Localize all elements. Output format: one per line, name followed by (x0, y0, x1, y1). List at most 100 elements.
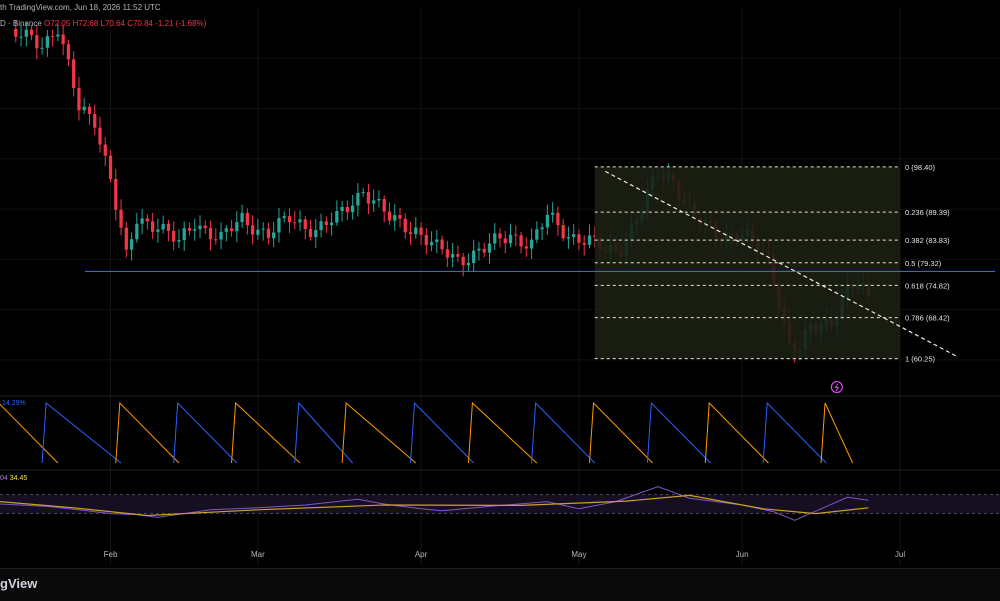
candle (66, 39, 71, 67)
candle (387, 202, 392, 225)
candle (361, 187, 365, 197)
candle (493, 223, 497, 250)
aroon-up-segment-10 (588, 401, 653, 464)
candle (45, 29, 49, 57)
candle (572, 224, 576, 245)
month-label-feb: Feb (104, 550, 118, 559)
candle (77, 76, 81, 121)
candle-body (72, 59, 76, 88)
candle (419, 221, 423, 245)
candle-body (382, 198, 386, 212)
candle-body (435, 239, 439, 243)
candle-body (166, 223, 171, 231)
candle-body (361, 192, 365, 194)
candle-body (277, 218, 281, 233)
candle-body (545, 214, 549, 228)
candle-body (351, 205, 355, 213)
alert-icon-bolt (834, 383, 840, 392)
candle (456, 245, 460, 263)
candle (135, 212, 139, 243)
time-axis: Feb Mar Apr May Jun Jul (104, 550, 906, 559)
candle (551, 202, 555, 223)
candle-body (208, 227, 213, 240)
candle (82, 98, 86, 115)
candle (545, 204, 549, 235)
candle-body (472, 250, 476, 264)
candle-body (466, 263, 471, 266)
candle (487, 233, 492, 264)
candle (72, 51, 76, 97)
aroon-down-segment-13 (762, 401, 827, 464)
candle-body (372, 200, 376, 204)
candle (93, 104, 97, 135)
candle-body (151, 221, 155, 232)
candle (235, 211, 239, 243)
candle-body (261, 228, 265, 230)
rsi-label-value: 34.45 (9, 475, 28, 482)
candle (498, 228, 502, 248)
candle-body (77, 87, 81, 111)
aroon-pane (0, 395, 1000, 464)
candle-body (529, 239, 534, 249)
candle-body (582, 242, 586, 245)
candle (324, 216, 328, 233)
candle (508, 223, 513, 248)
candle-body (329, 222, 334, 225)
candle (514, 225, 518, 247)
candle-body (572, 234, 576, 237)
candle-body (177, 240, 181, 242)
candle (335, 200, 339, 226)
candle-body (229, 228, 234, 232)
candle-body (540, 227, 544, 230)
candle-body (556, 212, 560, 226)
candle (461, 252, 465, 277)
rsi-band-fill (0, 494, 1000, 514)
candle (245, 208, 249, 235)
candle-body (524, 246, 528, 249)
candle-body (140, 218, 144, 224)
candle-body (335, 210, 339, 223)
aroon-up-segment-6 (341, 401, 417, 464)
candle (329, 212, 334, 236)
candle-body (414, 227, 418, 235)
candle (193, 218, 197, 241)
aroon-down-segment-7 (410, 401, 475, 464)
candle-body (287, 216, 292, 223)
candle-body (314, 230, 318, 238)
candle-body (482, 248, 486, 253)
candle-body (451, 253, 455, 258)
tradingview-logo[interactable]: gView (0, 576, 38, 591)
candle (556, 206, 560, 236)
candle-body (93, 113, 97, 128)
candle (382, 195, 386, 223)
candle-body (66, 44, 71, 60)
candle (472, 239, 476, 273)
candle-body (487, 243, 492, 253)
fib-label-0.786: 0.786 (68.42) (905, 314, 950, 323)
candle (408, 221, 413, 246)
candle-body (493, 233, 497, 244)
candle-body (251, 225, 255, 235)
candle-body (456, 253, 460, 257)
candle-body (551, 212, 555, 215)
aroon-down-segment-3 (173, 401, 238, 464)
candle-body (14, 28, 18, 37)
candle (540, 222, 544, 241)
candle-body (119, 209, 123, 228)
candle (377, 190, 381, 208)
candle (451, 242, 455, 268)
candle (440, 235, 444, 255)
symbol-legend: D · Binance O72.05 H72.68 L70.64 C70.84 … (0, 19, 206, 28)
candle (587, 224, 592, 249)
candle (366, 183, 371, 214)
candle-body (293, 222, 297, 224)
candle-body (408, 232, 413, 235)
candle-body (87, 106, 92, 114)
candle (393, 204, 397, 231)
candle-body (403, 218, 407, 233)
candle-body (61, 34, 65, 45)
candle (187, 222, 192, 236)
candle-body (40, 47, 44, 49)
candle-body (24, 29, 28, 37)
